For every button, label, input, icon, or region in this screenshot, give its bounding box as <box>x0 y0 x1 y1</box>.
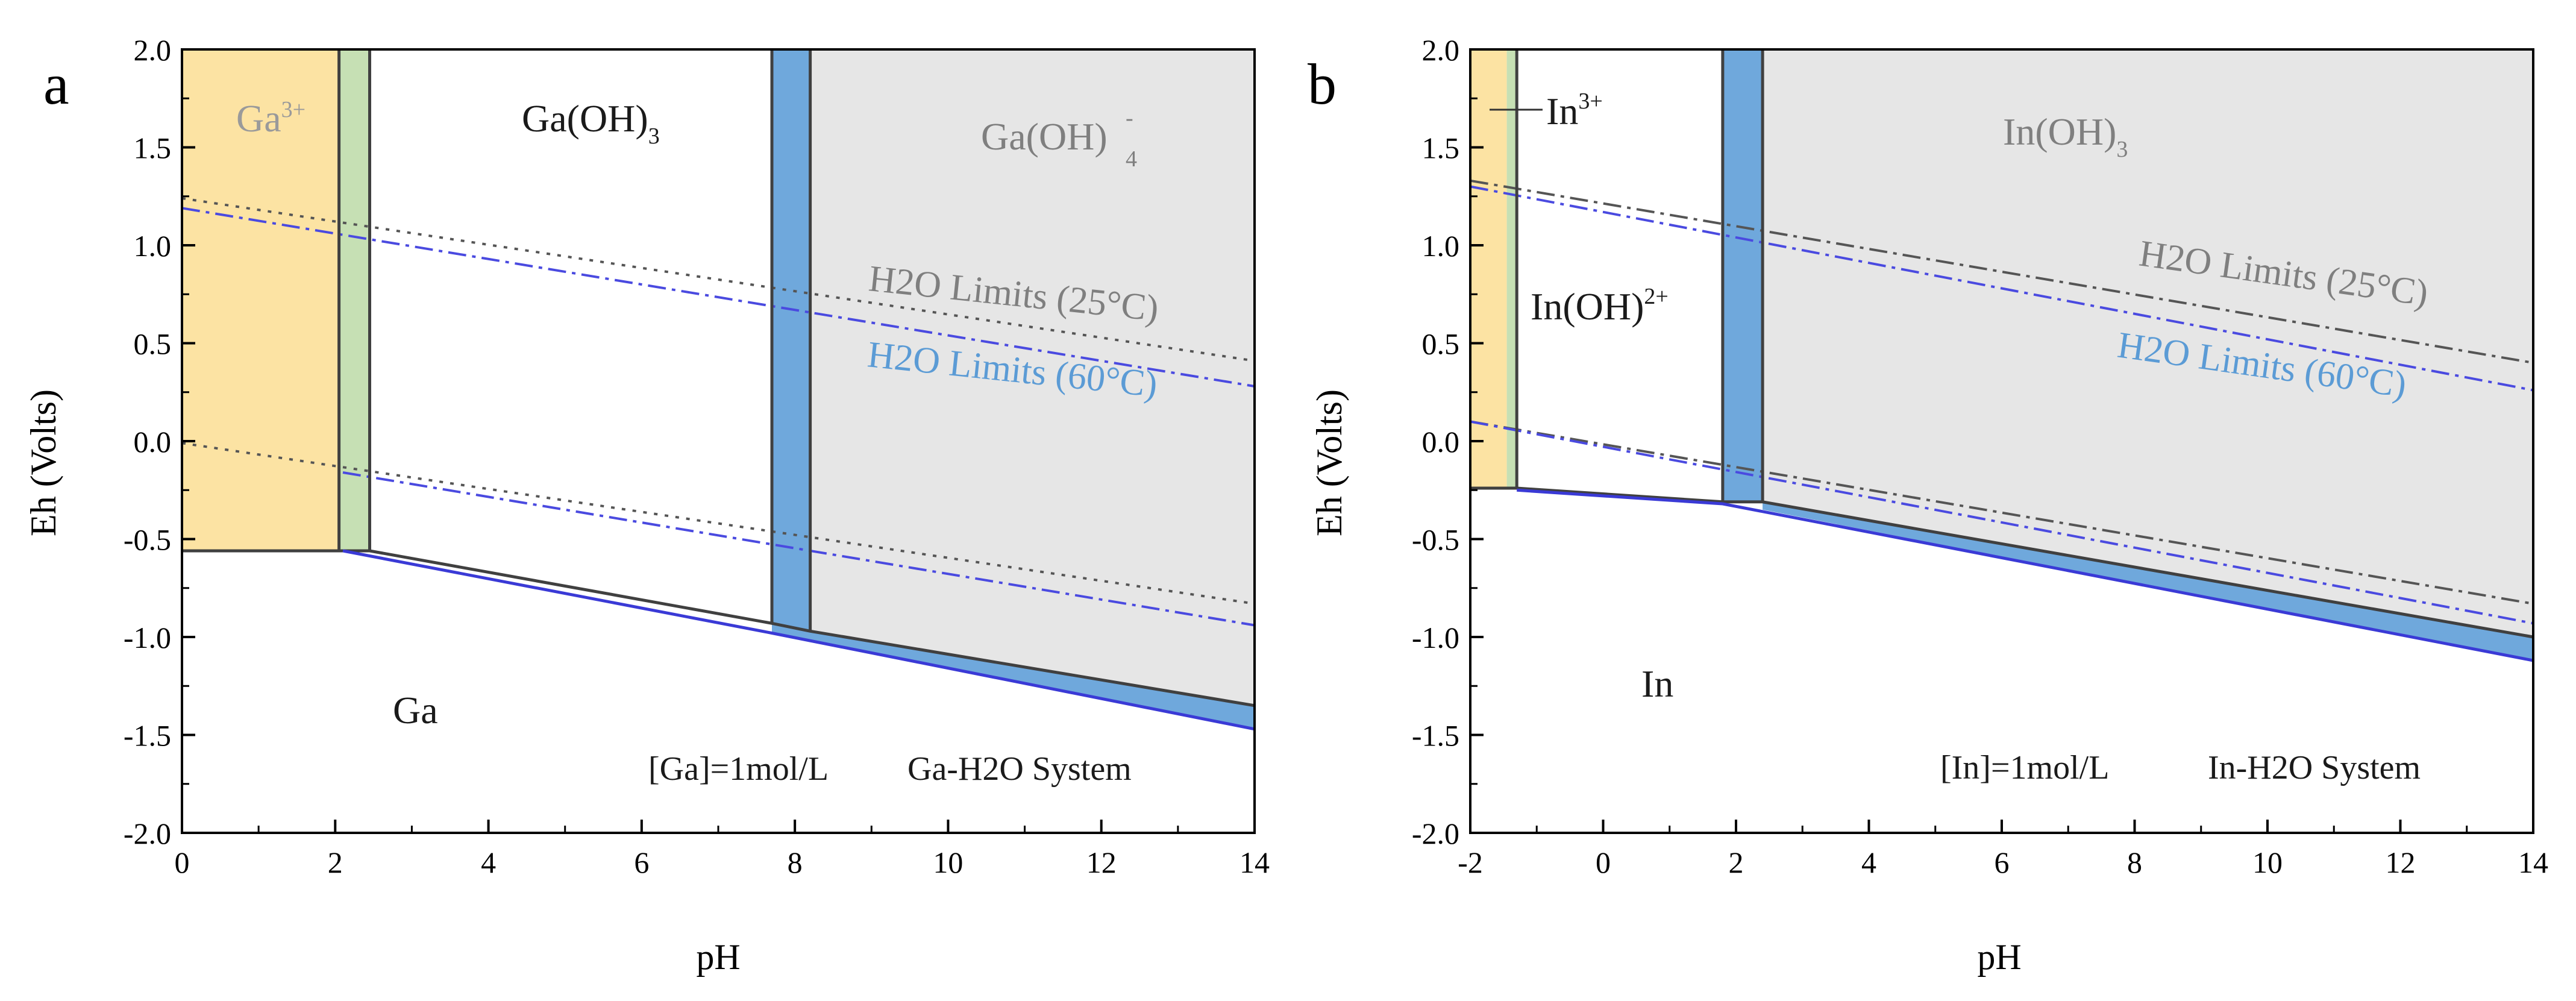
panel-b-in-boundary-60c <box>1517 488 2534 662</box>
panel-a-ga3plus-label: Ga3+ <box>236 97 306 140</box>
panel-a-y-tick-label: -1.0 <box>124 621 171 654</box>
panel-b-in3plus-label: In3+ <box>1546 89 1603 133</box>
panel-a-water-limits <box>181 197 1255 627</box>
panel-a-x-tick-label: 2 <box>328 846 343 879</box>
panel-b-x-tick-label: 6 <box>1995 846 2010 879</box>
panel-a-o2-limit-60c-line <box>181 207 1255 388</box>
panel-b-region-inoh3-region <box>1763 49 2533 637</box>
panel-b-o2-limit-25c-line <box>1470 179 2534 364</box>
panel-a-ga-metal-label: Ga <box>393 689 438 732</box>
panel-b-system-label: In-H2O System <box>2208 749 2421 786</box>
panel-a-h2-limit-25c-line <box>181 442 1255 605</box>
panel-a-boundaries <box>182 49 1255 731</box>
panel-b-x-axis-title: pH <box>1977 937 2021 977</box>
panel-b-y-tick-label: -1.5 <box>1412 719 1459 753</box>
panel-a-ticks: 0 2 4 6 8 10 12 14 2.0 1.5 1.0 0.5 0.0 -0.5 -1.0 -1.5 -2… <box>124 33 1270 879</box>
panel-b-x-tick-label: 4 <box>1861 846 1876 879</box>
panel-b-y-tick-label: -1.0 <box>1412 621 1459 654</box>
panel-a-x-tick-label: 14 <box>1239 846 1270 879</box>
panel-a-region-ga3plus <box>182 49 339 551</box>
panel-b-region-blue-band <box>1722 49 1763 502</box>
panel-b-boundaries <box>1470 49 2534 662</box>
panel-b-x-tick-label: 0 <box>1596 846 1611 879</box>
panel-a-x-tick-label: 6 <box>634 846 649 879</box>
panel-a-region-green-band <box>339 49 370 551</box>
panel-a-y-tick-label: 1.5 <box>134 131 172 165</box>
panel-a-y-tick-label: 1.0 <box>134 229 172 263</box>
panel-a-x-tick-label: 4 <box>481 846 496 879</box>
panel-b-y-tick-label: -2.0 <box>1412 817 1459 850</box>
panel-a-y-tick-label: -0.5 <box>124 523 171 557</box>
panel-a-concentration-label: [Ga]=1mol/L <box>648 750 829 788</box>
panel-b-in-metal-label: In <box>1641 662 1673 705</box>
panel-a-y-axis-title: Eh (Volts) <box>24 389 63 536</box>
panel-a-y-tick-label: 0.0 <box>134 425 172 459</box>
panel-b-y-tick-label: 1.5 <box>1422 131 1460 165</box>
panel-a-y-tick-label: -2.0 <box>124 817 171 850</box>
panel-b-concentration-label: [In]=1mol/L <box>1940 749 2109 786</box>
panel-b-h2-limit-25c-line <box>1470 420 2534 605</box>
panel-a-x-tick-label: 10 <box>933 846 963 879</box>
panel-b-inoh3-label: In(OH)3 <box>2003 110 2128 162</box>
panel-a-regions <box>182 49 1255 729</box>
panel-b-x-tick-label: 8 <box>2127 846 2142 879</box>
panel-b-y-tick-label: 0.0 <box>1422 425 1460 459</box>
panel-b-h2-limit-60c-line <box>1470 420 2534 625</box>
panel-b-ticks: -2 0 2 4 6 8 10 12 14 2.0 1.5 1.0 0.5 0.0 -0.5 -1.0 -1.5… <box>1412 33 2548 879</box>
panel-b-y-axis-title: Eh (Volts) <box>1309 389 1349 536</box>
panel-a-x-tick-label: 8 <box>788 846 803 879</box>
panel-a-x-tick-label: 12 <box>1086 846 1117 879</box>
panel-a-y-tick-label: 0.5 <box>134 327 172 361</box>
panel-a-ga-boundary-60c <box>342 549 1255 731</box>
panel-a-o2-limit-25c-line <box>181 197 1255 362</box>
panel-b-x-tick-label: 10 <box>2252 846 2283 879</box>
panel-a-region-lower-blue-strip <box>772 623 1255 729</box>
panel-b-letter: b <box>1308 52 1337 116</box>
panel-a-x-tick-label: 0 <box>175 846 190 879</box>
panel-a-region-blue-band <box>772 49 810 632</box>
panel-b-y-tick-label: 0.5 <box>1422 327 1460 361</box>
panel-b-water-limits <box>1470 179 2534 625</box>
panel-a: 0 2 4 6 8 10 12 14 2.0 1.5 1.0 0.5 0.0 -0.5 -1.0 -1.5 -2… <box>24 33 1270 977</box>
panel-a-y-tick-label: -1.5 <box>124 719 171 753</box>
panel-b-region-lower-blue-strip <box>1763 501 2533 661</box>
panel-b-inoh2plus-label: In(OH)2+ <box>1531 284 1669 328</box>
panel-a-letter: a <box>43 52 69 116</box>
panel-b-x-tick-label: -2 <box>1458 846 1483 879</box>
panel-b-region-in3plus-green-edge <box>1506 49 1517 488</box>
panel-b-y-tick-label: -0.5 <box>1412 523 1459 557</box>
panel-a-gaoh3-label: Ga(OH)3 <box>522 97 660 149</box>
panel-b-y-tick-label: 1.0 <box>1422 229 1460 263</box>
panel-a-y-tick-label: 2.0 <box>134 33 172 67</box>
panel-b-x-tick-label: 14 <box>2518 846 2548 879</box>
panel-a-region-gaoh4-region <box>810 49 1255 706</box>
panel-b-regions <box>1470 49 2533 661</box>
panel-a-system-label: Ga-H2O System <box>907 750 1132 788</box>
panel-b-region-in3plus <box>1470 49 1507 488</box>
panel-b-x-tick-label: 12 <box>2386 846 2416 879</box>
panel-b-o2-limit-60c-line <box>1470 185 2534 392</box>
panel-b-y-tick-label: 2.0 <box>1422 33 1460 67</box>
panel-a-gaoh4-label: Ga(OH) -4 <box>981 105 1137 172</box>
panel-b-x-tick-label: 2 <box>1729 846 1744 879</box>
panel-b: -2 0 2 4 6 8 10 12 14 2.0 1.5 1.0 0.5 0.0 -0.5 -1.0 -1.5… <box>1308 33 2548 977</box>
panel-a-x-axis-title: pH <box>696 937 740 977</box>
